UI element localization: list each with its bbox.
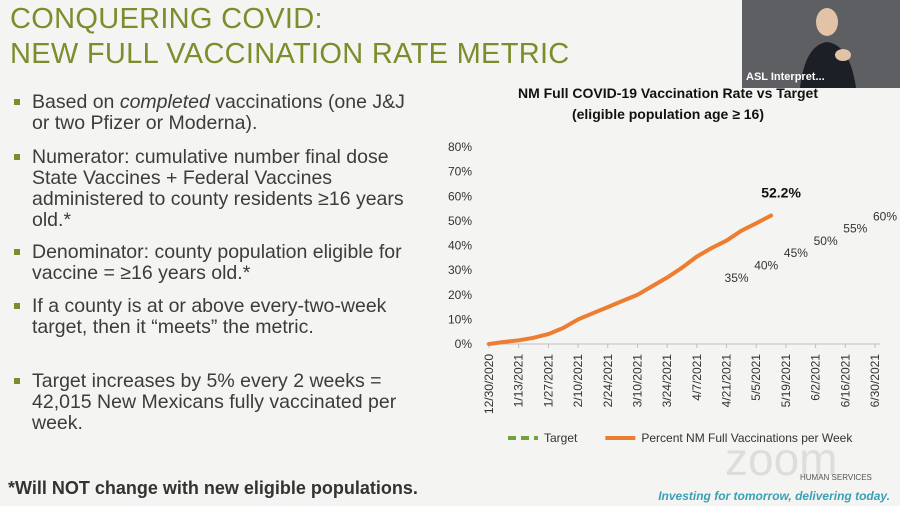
legend-label: Target: [544, 431, 578, 445]
x-tick-label: 4/21/2021: [720, 354, 734, 408]
bullet-text: Based on: [32, 91, 120, 113]
interpreter-head: [816, 8, 838, 36]
y-tick-label: 40%: [448, 239, 472, 253]
data-label: 60%: [873, 209, 897, 223]
video-label: ASL Interpret...: [746, 71, 825, 83]
tagline: Investing for tomorrow, delivering today…: [658, 489, 890, 503]
data-label: 52.2%: [761, 184, 801, 200]
legend-label: Percent NM Full Vaccinations per Week: [641, 431, 853, 445]
data-label: 55%: [843, 222, 867, 236]
bullet: Numerator: cumulative number final dose …: [14, 147, 417, 231]
x-tick-label: 4/7/2021: [690, 354, 704, 401]
chart-title: NM Full COVID-19 Vaccination Rate vs Tar…: [518, 85, 818, 101]
x-tick-label: 6/2/2021: [809, 354, 823, 401]
y-tick-label: 10%: [448, 312, 472, 326]
x-tick-label: 6/16/2021: [838, 354, 852, 408]
x-tick-label: 3/24/2021: [660, 354, 674, 408]
bullet-emphasis: completed: [119, 91, 210, 113]
video-thumbnail: ASL Interpret...: [742, 0, 900, 88]
x-tick-label: 5/5/2021: [749, 354, 763, 401]
x-tick-label: 2/24/2021: [601, 354, 615, 408]
y-tick-label: 60%: [448, 189, 472, 203]
title-line: CONQUERING COVID:: [10, 3, 323, 35]
y-tick-label: 50%: [448, 214, 472, 228]
data-label: 45%: [784, 246, 808, 260]
y-tick-label: 0%: [455, 337, 473, 351]
interpreter-hand: [835, 49, 851, 61]
y-tick-label: 20%: [448, 288, 472, 302]
slide-title: CONQUERING COVID: NEW FULL VACCINATION R…: [10, 2, 570, 72]
chart-subtitle: (eligible population age ≥ 16): [572, 106, 764, 122]
logo-text: HUMAN SERVICES: [800, 473, 872, 482]
x-tick-label: 1/13/2021: [512, 354, 526, 408]
x-tick-label: 12/30/2020: [482, 354, 496, 414]
footnote: *Will NOT change with new eligible popul…: [8, 478, 418, 498]
data-label: 40%: [754, 259, 778, 273]
x-tick-label: 6/30/2021: [868, 354, 882, 408]
bullet: Target increases by 5% every 2 weeks = 4…: [14, 371, 417, 434]
x-tick-label: 1/27/2021: [541, 354, 555, 408]
series-line: [487, 213, 774, 346]
y-tick-label: 80%: [448, 140, 472, 154]
bullet: Based on completed vaccinations (one J&J…: [14, 92, 417, 134]
data-label: 35%: [725, 271, 749, 285]
x-tick-label: 5/19/2021: [779, 354, 793, 408]
y-tick-label: 70%: [448, 165, 472, 179]
title-line: NEW FULL VACCINATION RATE METRIC: [10, 38, 570, 70]
bullet: If a county is at or above every-two-wee…: [14, 296, 417, 338]
bullet: Denominator: county population eligible …: [14, 242, 417, 284]
x-tick-label: 3/10/2021: [630, 354, 644, 408]
bullet-text: vaccinations (one J&J or two Pfizer or M…: [32, 91, 405, 134]
data-label: 50%: [814, 234, 838, 248]
x-tick-label: 2/10/2021: [571, 354, 585, 408]
y-tick-label: 30%: [448, 263, 472, 277]
watermark: zoom: [725, 433, 837, 485]
